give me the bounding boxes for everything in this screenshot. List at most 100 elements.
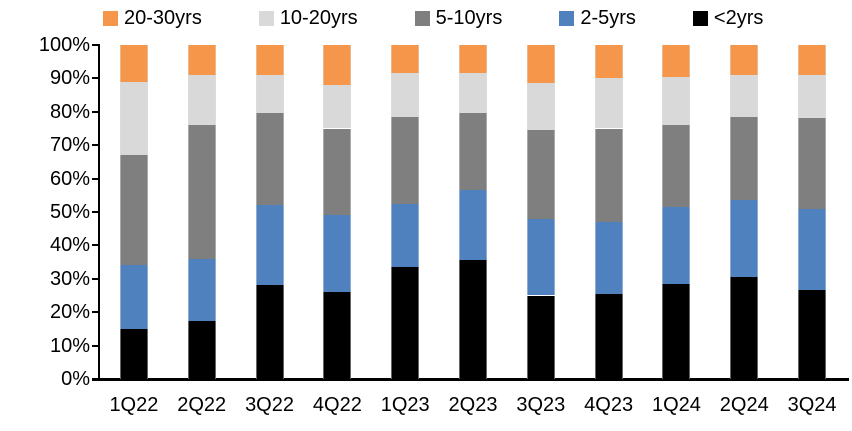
bar-segment: [798, 290, 827, 379]
bar-segment: [459, 113, 487, 191]
x-axis-category-label: 1Q22: [109, 394, 159, 416]
x-axis-category-label: 3Q23: [516, 394, 566, 416]
bar-segment: [187, 258, 216, 321]
bar-segment: [323, 45, 352, 86]
bar-segment: [119, 265, 148, 329]
bar-segment: [391, 203, 420, 268]
legend-label: 5-10yrs: [435, 7, 503, 29]
y-axis-tick-mark: [92, 211, 99, 213]
y-axis-tick-label: 100%: [38, 34, 90, 56]
bar-segment: [662, 125, 691, 207]
x-axis-category-label: 4Q23: [584, 394, 634, 416]
bar-segment: [323, 85, 352, 129]
bar-segment: [255, 75, 284, 114]
x-axis-category-label: 3Q24: [787, 394, 837, 416]
x-axis-category-label: 1Q24: [651, 394, 701, 416]
chart-legend: 20-30yrs 10-20yrs 5-10yrs 2-5yrs <2yrs: [103, 2, 763, 34]
legend-label: 20-30yrs: [124, 7, 202, 29]
bar-segment: [662, 283, 691, 379]
bar-segment: [594, 45, 623, 79]
y-axis-line: [98, 44, 100, 379]
legend-label: 2-5yrs: [580, 7, 636, 29]
bar-segment: [459, 190, 487, 261]
bar-segment: [323, 128, 352, 216]
bar-segment: [119, 155, 148, 266]
legend-item: 20-30yrs: [103, 8, 202, 28]
bar-segment: [730, 116, 759, 201]
bar-segment: [798, 75, 827, 119]
bar-segment: [798, 45, 827, 76]
y-axis-tick-label: 0%: [61, 368, 90, 390]
y-axis-tick-mark: [92, 144, 99, 147]
bar-segment: [798, 208, 827, 291]
bar-segment: [526, 218, 555, 296]
bar-segment: [255, 113, 284, 206]
x-axis-category-label: 2Q22: [177, 394, 227, 416]
y-axis-tick-label: 80%: [49, 100, 90, 123]
bar-segment: [255, 45, 284, 76]
x-axis-line: [92, 378, 849, 381]
y-axis-tick-mark: [92, 110, 99, 113]
bar-segment: [119, 81, 148, 156]
legend-item: 2-5yrs: [559, 8, 636, 28]
bar-segment: [730, 200, 759, 278]
bar-segment: [187, 75, 216, 126]
y-axis-tick-label: 70%: [49, 134, 90, 157]
bar-segment: [594, 78, 623, 129]
legend-label: <2yrs: [713, 7, 764, 29]
bar-segment: [662, 45, 691, 77]
y-axis-tick-mark: [92, 77, 99, 80]
x-axis-category-label: 2Q23: [448, 394, 498, 416]
legend-swatch-icon: [692, 10, 708, 26]
x-axis-category-label: 1Q23: [380, 394, 430, 416]
legend-label: 10-20yrs: [279, 7, 358, 29]
y-axis-tick-mark: [92, 177, 99, 180]
bar-segment: [459, 260, 487, 379]
bar-segment: [730, 75, 759, 117]
bar-segment: [391, 73, 420, 117]
bar-segment: [119, 328, 148, 379]
bar-segment: [662, 76, 691, 126]
legend-item: 10-20yrs: [258, 7, 358, 29]
x-axis-category-label: 3Q22: [245, 394, 294, 416]
bar-segment: [391, 267, 420, 379]
bar-segment: [459, 45, 487, 74]
bar-segment: [594, 222, 623, 294]
bar-segment: [594, 128, 623, 223]
legend-item: <2yrs: [692, 7, 764, 29]
y-axis-tick-mark: [92, 44, 99, 46]
y-axis-tick-label: 50%: [49, 201, 90, 223]
bar-segment: [798, 118, 827, 209]
legend-swatch-icon: [258, 10, 274, 26]
x-axis-category-label: 4Q22: [312, 394, 362, 416]
bar-segment: [391, 45, 420, 74]
y-axis-tick-mark: [92, 378, 99, 380]
bar-segment: [391, 116, 420, 204]
y-axis-tick-label: 30%: [49, 267, 90, 290]
bar-segment: [255, 205, 284, 286]
bar-segment: [323, 215, 352, 293]
bar-segment: [594, 293, 623, 379]
bar-segment: [187, 45, 216, 76]
y-axis-tick-mark: [92, 244, 99, 247]
legend-swatch-icon: [559, 10, 575, 26]
legend-item: 5-10yrs: [414, 7, 503, 29]
y-axis-tick-mark: [92, 311, 99, 314]
bar-segment: [526, 83, 555, 131]
legend-swatch-icon: [103, 10, 118, 26]
bar-segment: [459, 73, 487, 114]
bar-segment: [187, 125, 216, 259]
bar-segment: [526, 130, 555, 219]
bar-segment: [187, 320, 216, 379]
y-axis-tick-label: 90%: [49, 67, 90, 90]
y-axis-tick-mark: [92, 277, 99, 280]
y-axis-tick-label: 10%: [49, 334, 90, 357]
y-axis-tick-label: 20%: [49, 301, 90, 324]
bar-segment: [323, 292, 352, 379]
legend-swatch-icon: [414, 10, 430, 26]
bar-segment: [662, 206, 691, 284]
x-axis-category-label: 2Q24: [719, 394, 769, 416]
bar-segment: [255, 285, 284, 379]
y-axis-tick-label: 40%: [49, 234, 90, 257]
